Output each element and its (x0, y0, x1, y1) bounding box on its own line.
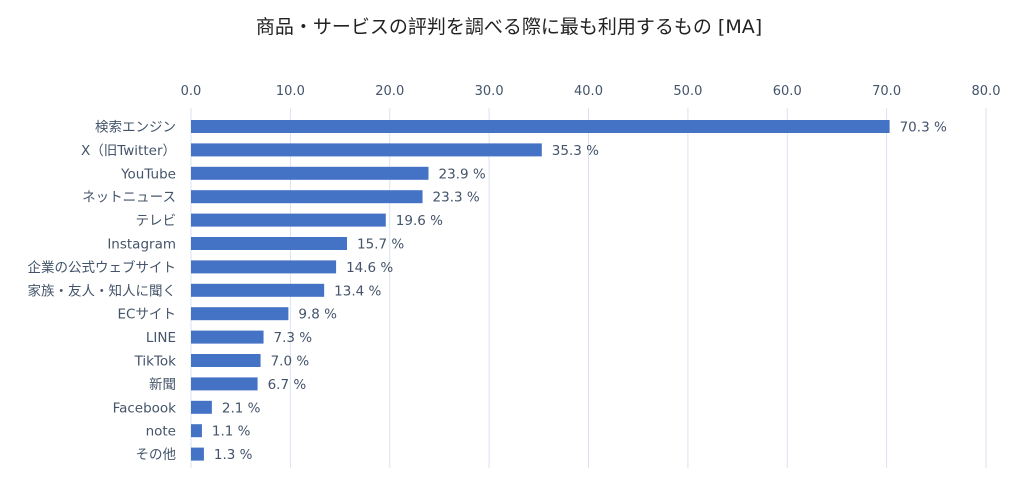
data-label: 9.8 % (298, 307, 337, 323)
x-tick-label: 40.0 (574, 84, 603, 99)
bar (191, 377, 258, 391)
data-label: 15.7 % (357, 237, 404, 253)
data-label: 23.3 % (433, 190, 480, 206)
category-label: その他 (136, 447, 177, 463)
x-tick-label: 80.0 (972, 84, 1001, 99)
data-label: 6.7 % (268, 377, 307, 393)
bar (191, 400, 212, 414)
category-label: 企業の公式ウェブサイト (28, 259, 177, 276)
x-tick-label: 50.0 (673, 84, 702, 99)
category-label: 検索エンジン (95, 120, 176, 136)
x-tick-label: 20.0 (375, 84, 404, 99)
bar (191, 307, 289, 321)
category-label: Facebook (113, 400, 177, 416)
data-label: 7.0 % (271, 354, 310, 370)
x-tick-label: 30.0 (475, 84, 504, 99)
bar (191, 283, 325, 297)
data-label: 13.4 % (334, 283, 381, 299)
data-label: 1.3 % (214, 447, 253, 463)
category-label: note (146, 424, 176, 440)
data-label: 70.3 % (900, 120, 947, 136)
data-labels: 70.3 % 35.3 % 23.9 % 23.3 % 19.6 % 15.7 % 14.6… (212, 120, 947, 464)
bar (191, 120, 890, 133)
bar (191, 354, 261, 367)
data-label: 7.3 % (274, 330, 313, 346)
category-label: 家族・友人・知人に聞く (28, 282, 177, 299)
bar (191, 330, 264, 344)
category-label: X（旧Twitter） (81, 143, 176, 159)
category-label: Instagram (107, 237, 176, 253)
data-label: 14.6 % (346, 260, 393, 276)
x-axis-ticks: 0.0 10.0 20.0 30.0 40.0 50.0 60.0 70.0 80.0 (181, 84, 1001, 99)
data-label: 19.6 % (396, 213, 443, 229)
bar (191, 190, 423, 204)
data-label: 1.1 % (212, 424, 251, 440)
category-label: テレビ (136, 213, 177, 229)
bar (191, 166, 429, 180)
data-label: 2.1 % (222, 400, 261, 416)
bar (191, 213, 386, 227)
category-label: TikTok (134, 354, 177, 370)
bars (191, 120, 890, 461)
bar (191, 447, 204, 461)
x-tick-label: 70.0 (872, 84, 901, 99)
x-tick-label: 0.0 (181, 84, 202, 99)
bar (191, 143, 542, 157)
category-label: 新聞 (149, 377, 176, 393)
category-label: ECサイト (118, 307, 176, 323)
x-tick-label: 60.0 (773, 84, 802, 99)
chart-title: 商品・サービスの評判を調べる際に最も利用するもの [MA] (255, 16, 763, 38)
bar (191, 424, 202, 438)
x-tick-label: 10.0 (276, 84, 305, 99)
data-label: 23.9 % (439, 166, 486, 182)
category-label: YouTube (120, 166, 176, 182)
category-label: ネットニュース (82, 190, 176, 206)
data-label: 35.3 % (552, 143, 599, 159)
category-label: LINE (146, 330, 176, 346)
bar (191, 237, 348, 250)
bar (191, 260, 337, 274)
